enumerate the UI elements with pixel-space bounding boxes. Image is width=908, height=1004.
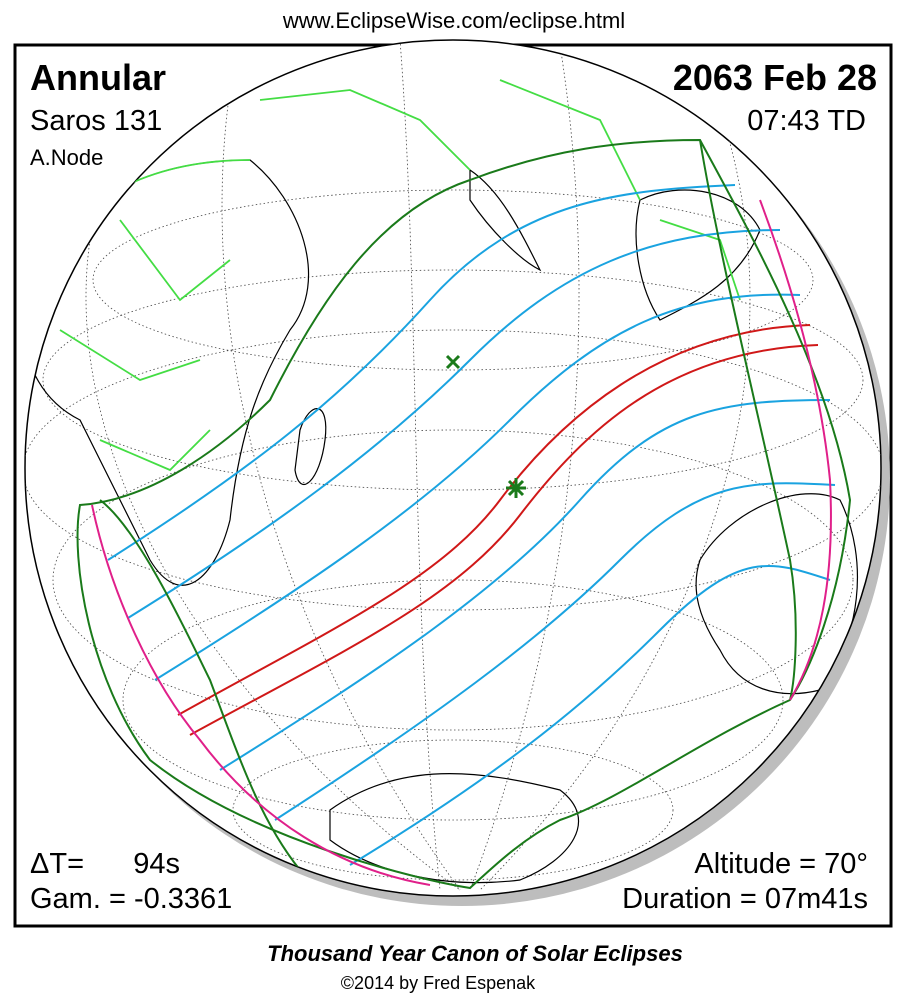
node: A.Node — [30, 145, 103, 170]
limit-curve — [759, 199, 832, 701]
copyright: ©2014 by Fred Espenak — [341, 973, 536, 993]
saros: Saros 131 — [30, 105, 162, 137]
map-features — [25, 40, 881, 891]
graticule — [25, 40, 881, 891]
date: 2063 Feb 28 — [673, 57, 877, 98]
delta-t-label: ΔT= — [30, 848, 84, 880]
duration: Duration = 07m41s — [622, 883, 868, 915]
rise-set-curve — [99, 499, 301, 871]
gamma: Gam. = -0.3361 — [30, 883, 232, 915]
blue-lines — [107, 184, 836, 866]
central-path — [177, 324, 819, 736]
rise-set-curve — [699, 139, 797, 701]
sub-solar-point — [445, 354, 461, 370]
footer-title: Thousand Year Canon of Solar Eclipses — [267, 941, 683, 966]
limit-curve — [91, 504, 431, 886]
delta-t-value: 94s — [133, 848, 180, 880]
altitude: Altitude = 70° — [694, 848, 868, 880]
time: 07:43 TD — [747, 105, 866, 137]
url: www.EclipseWise.com/eclipse.html — [282, 8, 625, 33]
greatest-eclipse-point — [506, 478, 526, 498]
penumbra-limit — [76, 138, 852, 890]
globe — [24, 39, 882, 897]
eclipse-type: Annular — [30, 57, 166, 98]
